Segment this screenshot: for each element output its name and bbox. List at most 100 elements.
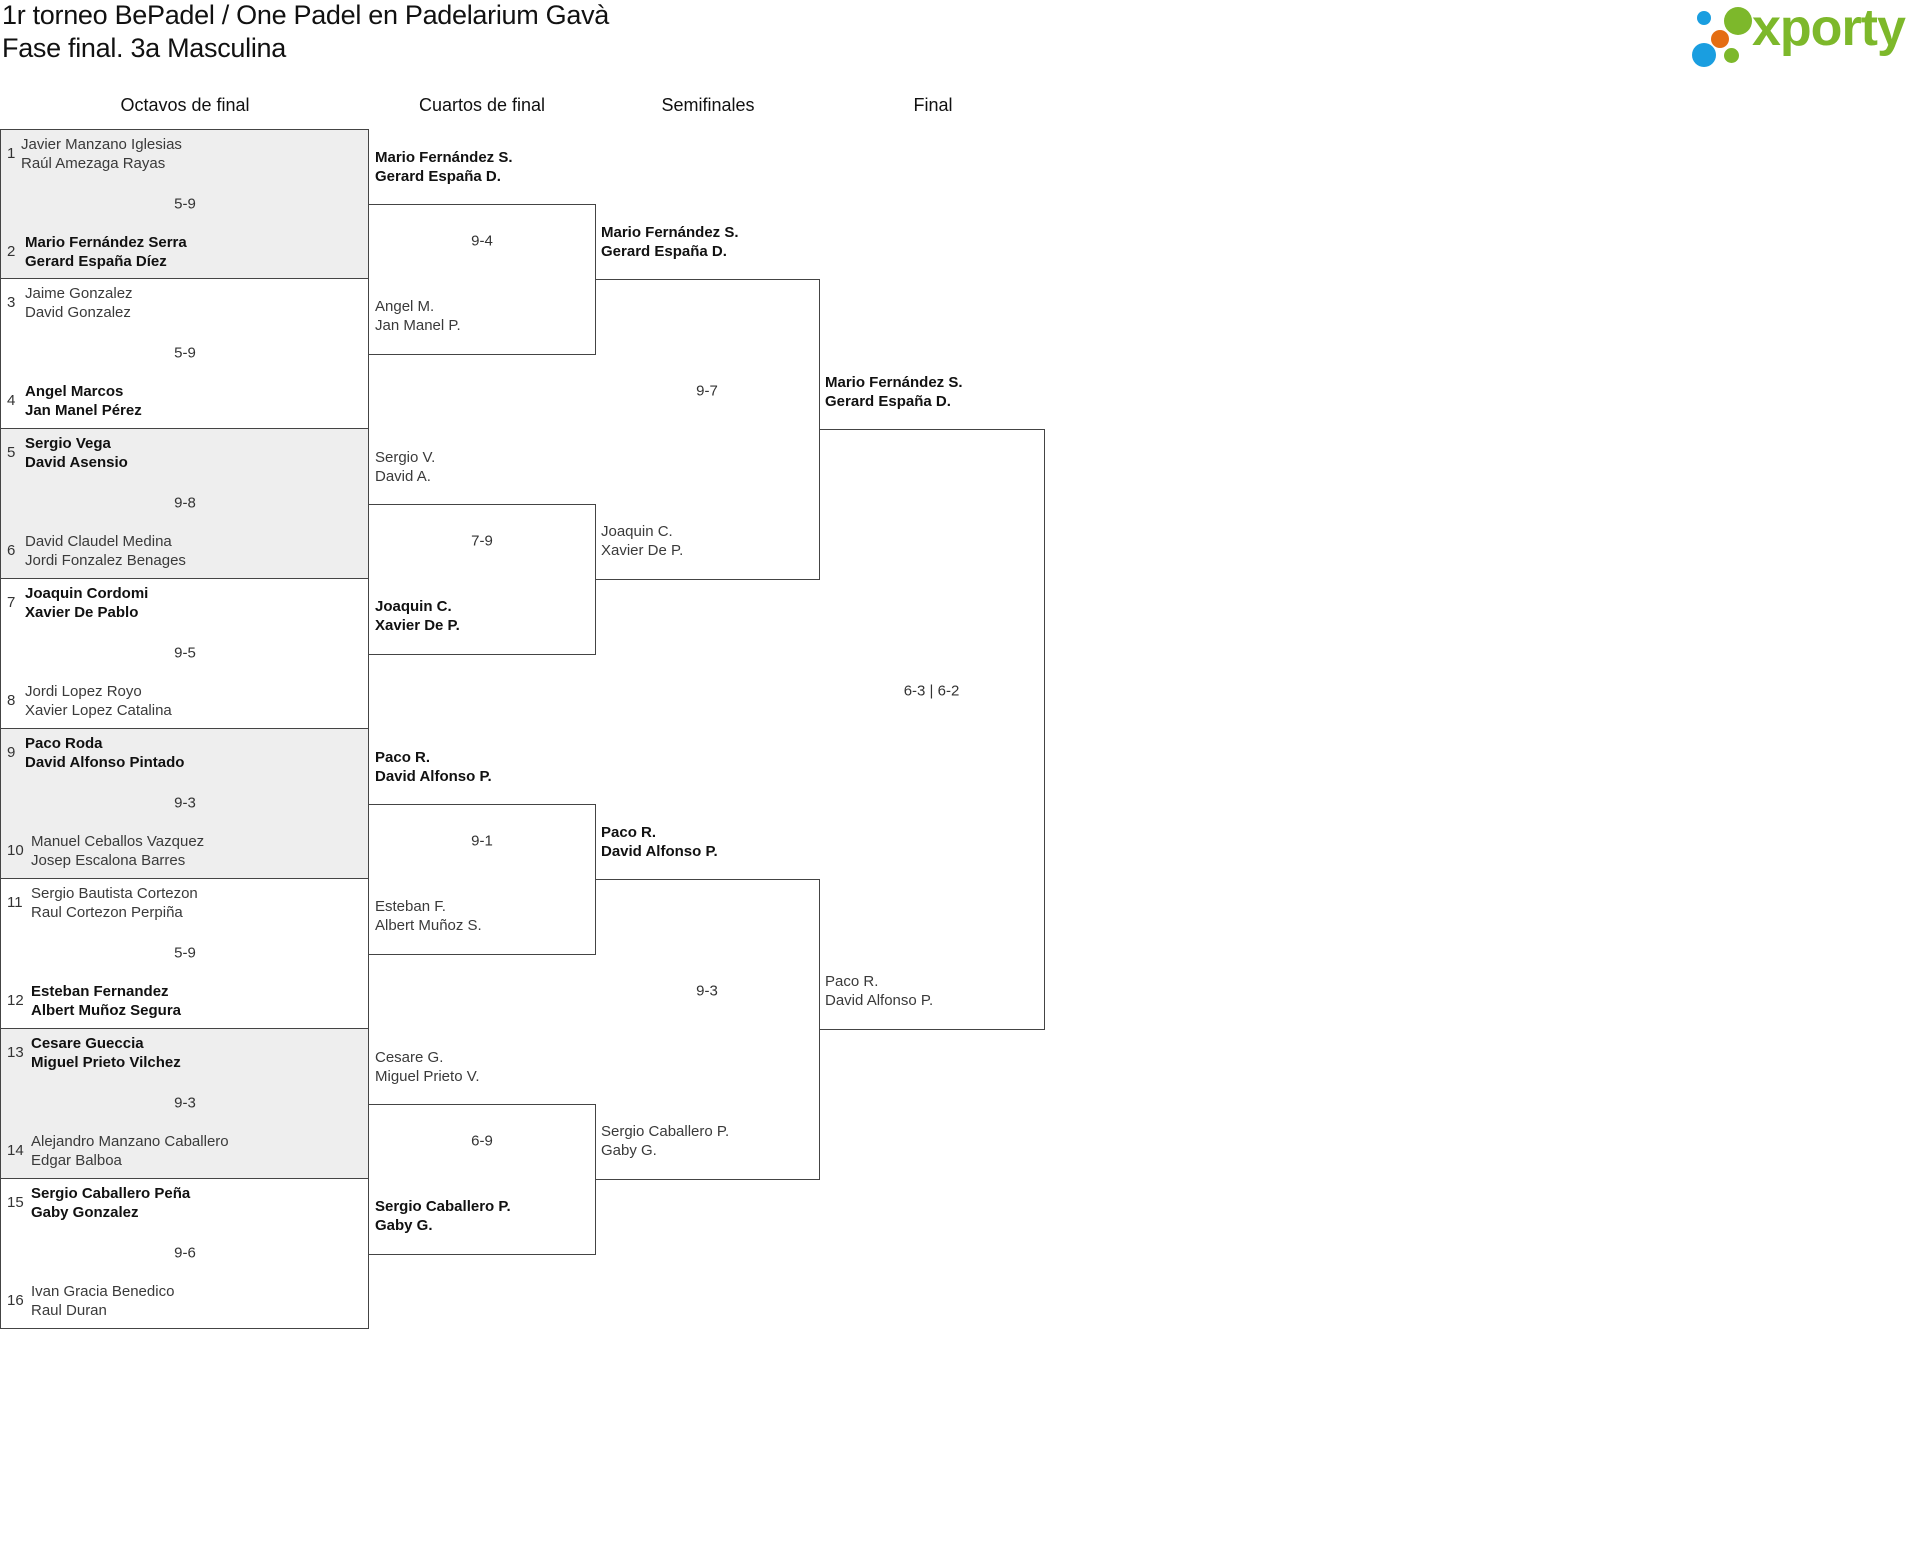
team[interactable]: Joaquin C. Xavier De P. [375,597,460,635]
player-name: David A. [375,467,431,485]
seed-number: 5 [7,443,16,461]
match-score: 9-3 [174,1094,196,1111]
seed-number: 6 [7,541,16,559]
seed-number: 3 [7,293,16,311]
player-name: Paco R. [375,748,431,766]
player-name: Joaquin Cordomi [25,584,149,602]
team[interactable]: Mario Fernández S. Gerard España D. [601,223,739,261]
match-box: 1 Javier Manzano Iglesias Raúl Amezaga Ray… [0,128,369,279]
team[interactable]: Sergio V. David A. [375,448,435,486]
team[interactable]: Jordi Lopez Royo Xavier Lopez Catalina [25,682,172,720]
match-box: 11 Sergio Bautista Cortezon Raul Cortezon … [0,878,369,1029]
team[interactable]: Paco R. David Alfonso P. [375,748,492,786]
match-score: 5-9 [174,344,196,361]
logo-dot-icon [1711,30,1729,48]
player-name: Gaby Gonzalez [31,1203,139,1221]
match-score: 5-9 [174,195,196,212]
player-name: Xavier Lopez Catalina [25,701,172,719]
team[interactable]: Joaquin Cordomi Xavier De Pablo [25,584,148,622]
player-name: Josep Escalona Barres [31,851,186,869]
player-name: Miguel Prieto Vilchez [31,1053,181,1071]
team[interactable]: Joaquin C. Xavier De P. [601,522,683,560]
team[interactable]: Paco R. David Alfonso P. [601,823,718,861]
team[interactable]: Jaime Gonzalez David Gonzalez [25,284,133,322]
round-header-semifinales: Semifinales [661,95,755,115]
xporty-logo[interactable]: xporty [1690,0,1918,70]
seed-number: 13 [7,1043,24,1061]
team[interactable]: Cesare Gueccia Miguel Prieto Vilchez [31,1034,181,1072]
player-name: Jordi Fonzalez Benages [25,551,186,569]
player-name: Gerard España D. [375,167,501,185]
match-box: 15 Sergio Caballero Peña Gaby Gonzalez 16 Iv… [0,1178,369,1329]
logo-dot-icon [1724,7,1752,35]
player-name: Jan Manel P. [375,316,461,334]
player-name: Cesare G. [375,1048,444,1066]
player-name: Angel M. [375,297,435,315]
match-score: 5-9 [174,944,196,961]
seed-number: 16 [7,1291,24,1309]
team[interactable]: David Claudel Medina Jordi Fonzalez Benag… [25,532,186,570]
match-score: 9-5 [174,644,196,661]
team[interactable]: Mario Fernández Serra Gerard España Díez [25,233,187,271]
team[interactable]: Sergio Vega David Asensio [25,434,128,472]
player-name: Sergio Bautista Cortezon [31,884,198,902]
match-score: 6-9 [471,1132,493,1150]
team[interactable]: Esteban F. Albert Muñoz S. [375,897,482,935]
player-name: Mario Fernández S. [601,223,739,241]
player-name: Mario Fernández Serra [25,233,187,251]
seed-number: 8 [7,691,16,709]
player-name: Jaime Gonzalez [25,284,133,302]
player-name: Esteban Fernandez [31,982,169,1000]
player-name: Joaquin C. [601,522,673,540]
team[interactable]: Sergio Caballero Peña Gaby Gonzalez [31,1184,190,1222]
seed-number: 9 [7,743,16,761]
player-name: Sergio Vega [25,434,111,452]
player-name: Ivan Gracia Benedico [31,1282,175,1300]
seed-number: 14 [7,1141,24,1159]
player-name: Albert Muñoz S. [375,916,482,934]
player-name: Paco R. [601,823,657,841]
player-name: Gaby G. [601,1141,657,1159]
team[interactable]: Mario Fernández S. Gerard España D. [375,148,513,186]
match-connector [819,428,1045,1030]
player-name: Sergio Caballero Peña [31,1184,191,1202]
team[interactable]: Javier Manzano Iglesias Raúl Amezaga Raya… [21,135,182,173]
team[interactable]: Cesare G. Miguel Prieto V. [375,1048,480,1086]
player-name: Jan Manel Pérez [25,401,142,419]
player-name: Raúl Amezaga Rayas [21,154,166,172]
player-name: Gerard España D. [825,392,951,410]
match-box: 13 Cesare Gueccia Miguel Prieto Vilchez 14 A… [0,1028,369,1179]
match-score: 6-3 | 6-2 [903,682,960,700]
player-name: Jordi Lopez Royo [25,682,142,700]
round-header-octavos: Octavos de final [120,95,250,115]
seed-number: 15 [7,1193,24,1211]
player-name: Gaby G. [375,1216,433,1234]
round-header-cuartos: Cuartos de final [418,95,546,115]
player-name: Raul Cortezon Perpiña [31,903,183,921]
team[interactable]: Sergio Caballero P. Gaby G. [601,1122,729,1160]
round-header-final: Final [913,95,953,115]
player-name: David Gonzalez [25,303,131,321]
team[interactable]: Paco R. David Alfonso P. [825,972,933,1010]
team[interactable]: Ivan Gracia Benedico Raul Duran [31,1282,174,1320]
player-name: Miguel Prieto V. [375,1067,480,1085]
team[interactable]: Angel Marcos Jan Manel Pérez [25,382,142,420]
match-box: 3 Jaime Gonzalez David Gonzalez 4 Angel Marc… [0,278,369,429]
player-name: Paco R. [825,972,879,990]
player-name: Xavier De P. [375,616,460,634]
player-name: Xavier De P. [601,541,684,559]
player-name: Cesare Gueccia [31,1034,144,1052]
team[interactable]: Manuel Ceballos Vazquez Josep Escalona Ba… [31,832,204,870]
player-name: David Asensio [25,453,128,471]
seed-number: 7 [7,593,16,611]
team[interactable]: Alejandro Manzano Caballero Edgar Balboa [31,1132,229,1170]
player-name: Manuel Ceballos Vazquez [31,832,205,850]
team[interactable]: Esteban Fernandez Albert Muñoz Segura [31,982,181,1020]
match-score: 9-4 [471,232,493,250]
team[interactable]: Mario Fernández S. Gerard España D. [825,373,963,411]
team[interactable]: Sergio Caballero P. Gaby G. [375,1197,511,1235]
logo-dot-icon [1724,48,1739,63]
team[interactable]: Angel M. Jan Manel P. [375,297,461,335]
team[interactable]: Sergio Bautista Cortezon Raul Cortezon Pe… [31,884,198,922]
team[interactable]: Paco Roda David Alfonso Pintado [25,734,184,772]
